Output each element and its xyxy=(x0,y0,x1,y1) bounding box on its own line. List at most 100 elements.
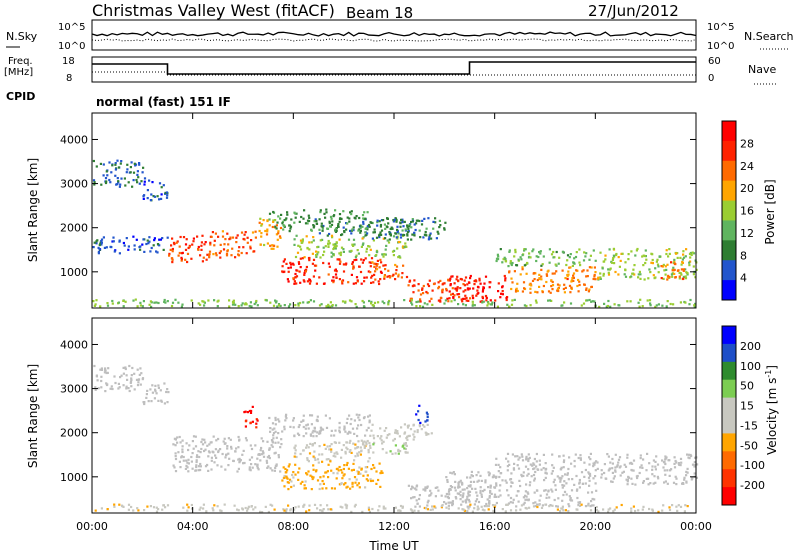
cell xyxy=(489,489,492,493)
cell xyxy=(536,505,539,509)
cell xyxy=(495,484,498,487)
cell xyxy=(95,240,98,243)
cell xyxy=(458,485,461,489)
cell xyxy=(578,482,581,485)
cell xyxy=(299,281,302,284)
cell xyxy=(271,422,275,425)
cell xyxy=(113,250,116,253)
cell xyxy=(636,476,639,480)
cell xyxy=(661,509,664,512)
cell xyxy=(362,474,365,477)
cell xyxy=(469,503,472,506)
cell xyxy=(571,277,574,280)
cell xyxy=(687,456,690,459)
cell xyxy=(552,481,555,484)
cell xyxy=(155,301,158,304)
cell xyxy=(297,302,300,305)
cell xyxy=(199,254,202,257)
cell xyxy=(501,479,504,482)
cell xyxy=(272,220,275,223)
cell xyxy=(178,251,181,255)
cell xyxy=(197,450,200,453)
cell xyxy=(299,245,302,248)
cell xyxy=(686,505,689,508)
cell xyxy=(388,299,391,303)
cell xyxy=(237,253,240,256)
cell xyxy=(221,235,225,238)
cell xyxy=(155,510,159,513)
cell xyxy=(357,471,360,474)
cell xyxy=(293,243,296,246)
cell xyxy=(260,224,263,227)
cell xyxy=(108,161,111,164)
cell xyxy=(299,257,302,260)
cell xyxy=(454,480,457,483)
cell xyxy=(421,288,424,291)
cell xyxy=(557,497,560,500)
cell xyxy=(525,455,528,458)
cell xyxy=(402,233,405,236)
cell xyxy=(250,447,254,451)
cell xyxy=(298,270,301,273)
cell xyxy=(209,241,212,244)
cell xyxy=(366,211,369,214)
cell xyxy=(578,501,582,504)
cell xyxy=(177,301,180,304)
cell xyxy=(252,508,255,511)
cell xyxy=(570,489,574,492)
cell xyxy=(529,304,532,307)
cell xyxy=(424,486,427,489)
cell xyxy=(301,238,304,241)
cell xyxy=(304,270,307,273)
cell xyxy=(694,456,697,459)
cell xyxy=(596,467,599,470)
cell xyxy=(392,235,396,238)
cell xyxy=(105,170,108,173)
cell xyxy=(679,505,683,508)
cell xyxy=(173,466,176,469)
cell xyxy=(283,428,286,431)
cell xyxy=(277,441,280,444)
cell xyxy=(273,508,276,511)
cell xyxy=(92,159,95,163)
cell xyxy=(613,475,616,478)
cell xyxy=(486,498,489,501)
cell xyxy=(237,509,240,512)
cell xyxy=(511,501,514,504)
cell xyxy=(376,259,379,262)
cell xyxy=(244,437,248,440)
cell xyxy=(426,419,429,422)
cell xyxy=(463,297,466,300)
cell xyxy=(520,473,523,476)
cell xyxy=(109,245,112,248)
cell xyxy=(690,454,693,458)
cell xyxy=(195,464,198,467)
colorbar-frame xyxy=(721,325,737,506)
cell xyxy=(126,378,129,381)
cell xyxy=(508,271,511,274)
cell xyxy=(386,239,389,242)
cell xyxy=(590,491,594,494)
cell xyxy=(249,245,252,248)
cell xyxy=(411,218,414,221)
cell xyxy=(523,501,526,504)
cell xyxy=(93,181,96,184)
cell xyxy=(573,465,576,468)
cell xyxy=(567,503,570,506)
cell xyxy=(632,459,636,462)
cell xyxy=(338,431,341,434)
cell xyxy=(466,287,469,290)
freq-trace xyxy=(92,61,696,75)
cell xyxy=(378,234,381,237)
cell xyxy=(359,270,363,274)
cell xyxy=(488,494,491,498)
x-tick-label: 16:00 xyxy=(479,520,511,533)
cell xyxy=(294,216,297,219)
cell xyxy=(521,268,524,271)
cell xyxy=(361,225,364,228)
cell xyxy=(610,480,613,483)
cell xyxy=(437,299,440,302)
cell xyxy=(590,504,593,507)
cell xyxy=(519,508,522,511)
